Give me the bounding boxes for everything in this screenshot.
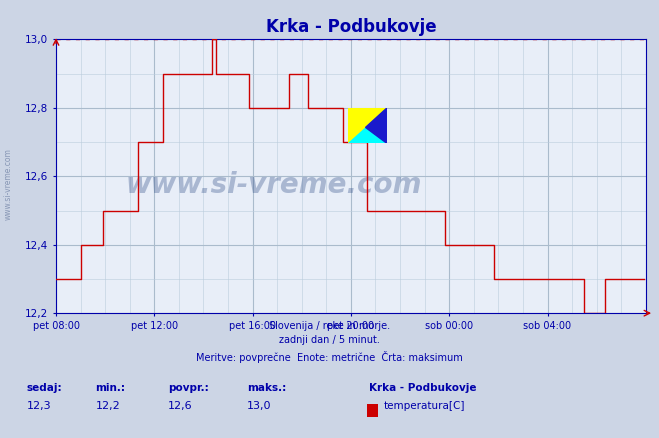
Text: min.:: min.: [96, 383, 126, 392]
Text: Slovenija / reke in morje.
zadnji dan / 5 minut.
Meritve: povprečne  Enote: metr: Slovenija / reke in morje. zadnji dan / … [196, 321, 463, 364]
Text: maks.:: maks.: [247, 383, 287, 392]
Text: povpr.:: povpr.: [168, 383, 209, 392]
Text: www.si-vreme.com: www.si-vreme.com [3, 148, 13, 220]
Text: 13,0: 13,0 [247, 402, 272, 411]
Polygon shape [366, 108, 387, 144]
Text: sedaj:: sedaj: [26, 383, 62, 392]
Polygon shape [348, 108, 387, 144]
Title: Krka - Podbukovje: Krka - Podbukovje [266, 18, 436, 36]
Polygon shape [348, 108, 387, 144]
Text: Krka - Podbukovje: Krka - Podbukovje [369, 383, 476, 392]
Text: 12,6: 12,6 [168, 402, 192, 411]
Text: temperatura[C]: temperatura[C] [384, 402, 465, 411]
Text: www.si-vreme.com: www.si-vreme.com [126, 170, 422, 198]
Text: 12,3: 12,3 [26, 402, 51, 411]
Text: 12,2: 12,2 [96, 402, 121, 411]
